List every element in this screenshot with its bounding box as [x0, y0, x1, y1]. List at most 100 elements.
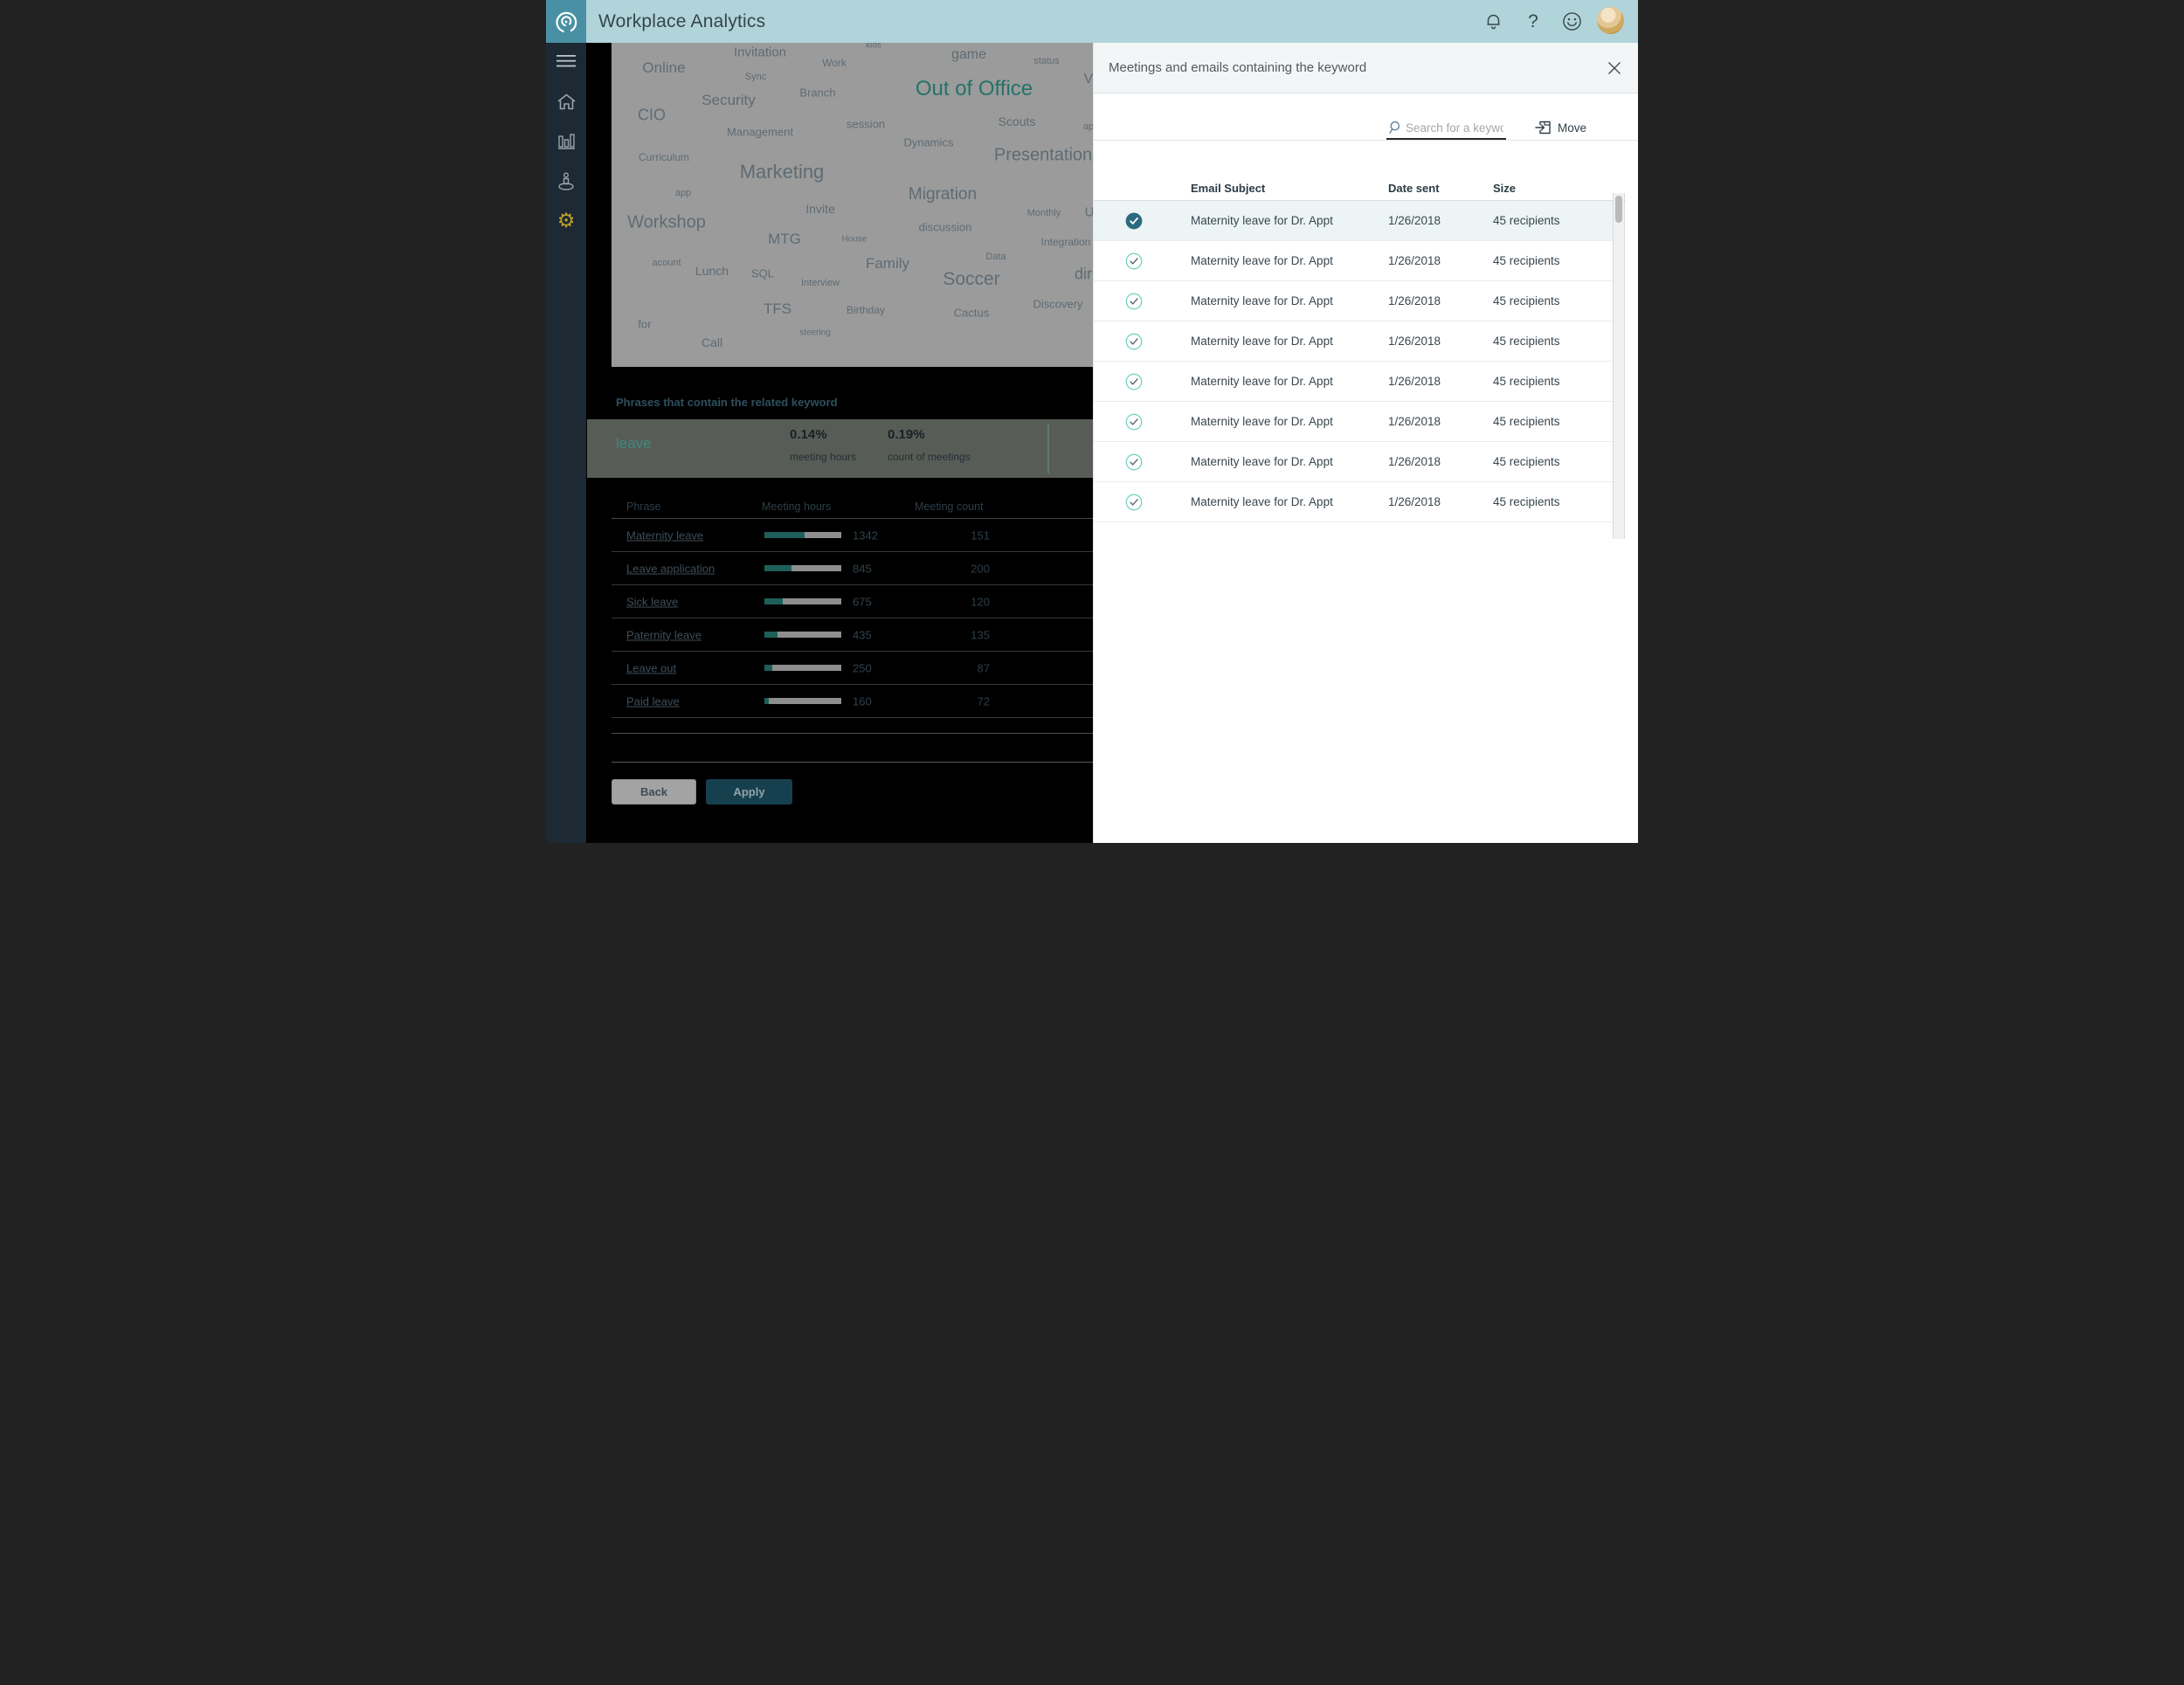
cloud-word: TFS — [763, 300, 792, 317]
date-sent: 1/26/2018 — [1388, 415, 1441, 428]
phrase-link[interactable]: Paid leave — [626, 694, 680, 708]
phrase-link[interactable]: Sick leave — [626, 595, 679, 608]
table-row: Maternity leave 1342 151 — [612, 519, 1093, 552]
cloud-word: Work — [822, 57, 847, 69]
cloud-word: Lunch — [695, 264, 729, 278]
email-row[interactable]: Maternity leave for Dr. Appt 1/26/2018 4… — [1094, 281, 1613, 321]
email-row[interactable]: Maternity leave for Dr. Appt 1/26/2018 4… — [1094, 201, 1613, 241]
table-row: Paternity leave 435 135 — [612, 618, 1093, 652]
cloud-word: Dynamics — [903, 135, 954, 149]
checkmark-icon[interactable] — [1125, 494, 1143, 511]
email-row[interactable]: Maternity leave for Dr. Appt 1/26/2018 4… — [1094, 321, 1613, 362]
cloud-word: Security — [702, 92, 756, 108]
cloud-word: Interview — [800, 278, 840, 288]
column-header-date-sent: Date sent — [1388, 182, 1440, 195]
scrollbar-thumb[interactable] — [1615, 196, 1622, 223]
cloud-word: Cactus — [953, 306, 990, 320]
cloud-word: Management — [727, 125, 793, 139]
cloud-word: CIO — [637, 106, 667, 124]
table-row: Sick leave 675 120 — [612, 585, 1093, 618]
bell-icon[interactable] — [1481, 0, 1505, 43]
cloud-word: app — [674, 188, 692, 198]
sidebar-item-home[interactable] — [546, 86, 586, 116]
cloud-word: Curriculum — [638, 151, 690, 163]
email-row[interactable]: Maternity leave for Dr. Appt 1/26/2018 4… — [1094, 482, 1613, 522]
phrase-link[interactable]: Maternity leave — [626, 528, 704, 542]
cloud-word: Data — [985, 252, 1006, 262]
cloud-word: Family — [865, 255, 910, 272]
search-underline — [1386, 138, 1506, 141]
cloud-word: discussion — [918, 220, 972, 234]
meeting-hours-value: 1342 — [853, 528, 878, 542]
cloud-word: Workshop — [627, 212, 706, 232]
search-input[interactable] — [1406, 118, 1503, 137]
sidebar-item-analytics[interactable] — [546, 126, 586, 155]
email-subject: Maternity leave for Dr. Appt — [1191, 294, 1333, 307]
move-button[interactable]: Move — [1535, 118, 1586, 137]
divider — [612, 762, 1093, 763]
move-label: Move — [1558, 121, 1587, 135]
back-button[interactable]: Back — [612, 779, 696, 805]
page-title: Workplace Analytics — [598, 11, 766, 31]
checkmark-icon[interactable] — [1125, 212, 1143, 230]
checkmark-icon[interactable] — [1125, 413, 1143, 431]
table-row: Paid leave 160 72 — [612, 685, 1093, 718]
size: 45 recipients — [1493, 335, 1560, 348]
meeting-hours-bar — [764, 598, 841, 604]
column-header-email-subject: Email Subject — [1191, 182, 1266, 195]
cloud-word: status — [1033, 56, 1060, 66]
phrase-link[interactable]: Leave out — [626, 661, 677, 674]
phrase-link[interactable]: Leave application — [626, 562, 715, 575]
sidebar-item-settings[interactable]: ⚙ — [546, 206, 586, 236]
menu-icon[interactable] — [546, 46, 586, 76]
checkmark-icon[interactable] — [1125, 373, 1143, 390]
app-logo[interactable] — [546, 0, 586, 43]
size: 45 recipients — [1493, 214, 1560, 227]
move-to-folder-icon — [1535, 121, 1551, 135]
apply-button[interactable]: Apply — [706, 779, 792, 805]
metric-value: 0.14% — [790, 427, 827, 442]
email-row[interactable]: Maternity leave for Dr. Appt 1/26/2018 4… — [1094, 442, 1613, 482]
meeting-hours-value: 845 — [853, 562, 872, 575]
divider — [612, 518, 1093, 519]
column-header-phrase: Phrase — [626, 501, 661, 513]
checkmark-icon[interactable] — [1125, 293, 1143, 310]
panel-title: Meetings and emails containing the keywo… — [1109, 60, 1367, 75]
phrase-link[interactable]: Paternity leave — [626, 628, 702, 641]
avatar[interactable] — [1597, 7, 1624, 34]
cloud-word: dir — [1074, 265, 1093, 283]
meeting-hours-bar — [764, 532, 841, 538]
email-row[interactable]: Maternity leave for Dr. Appt 1/26/2018 4… — [1094, 402, 1613, 442]
date-sent: 1/26/2018 — [1388, 214, 1441, 227]
cloud-word: Birthday — [846, 304, 886, 316]
search-icon — [1389, 121, 1403, 139]
cloud-word: game — [950, 47, 987, 62]
smiley-icon[interactable] — [1559, 0, 1584, 43]
close-icon[interactable] — [1607, 61, 1621, 75]
scrollbar-track[interactable] — [1613, 193, 1625, 539]
cloud-word: Call — [701, 335, 723, 349]
checkmark-icon[interactable] — [1125, 333, 1143, 350]
email-subject: Maternity leave for Dr. Appt — [1191, 455, 1333, 468]
email-row[interactable]: Maternity leave for Dr. Appt 1/26/2018 4… — [1094, 362, 1613, 402]
help-icon[interactable]: ? — [1528, 10, 1538, 31]
top-header: Workplace Analytics ? — [546, 0, 1638, 43]
sidebar: ⚙ — [546, 43, 586, 843]
size: 45 recipients — [1493, 254, 1560, 267]
meeting-hours-value: 435 — [853, 628, 872, 641]
cloud-word: kids — [866, 43, 881, 51]
selected-keyword-row[interactable]: leave 0.14% meeting hours 0.19% count of… — [587, 419, 1093, 478]
settings-gear-icon: ⚙ — [556, 209, 576, 232]
cloud-word: steering — [799, 328, 831, 338]
cloud-word: Migration — [908, 185, 978, 204]
cloud-word: Out of Office — [915, 77, 1033, 100]
column-header-size: Size — [1493, 182, 1517, 195]
sidebar-item-explore[interactable] — [546, 166, 586, 196]
checkmark-icon[interactable] — [1125, 252, 1143, 270]
email-row[interactable]: Maternity leave for Dr. Appt 1/26/2018 4… — [1094, 241, 1613, 281]
date-sent: 1/26/2018 — [1388, 455, 1441, 468]
meeting-count-value: 120 — [971, 595, 990, 608]
checkmark-icon[interactable] — [1125, 453, 1143, 471]
table-row: Leave application 845 200 — [612, 552, 1093, 585]
date-sent: 1/26/2018 — [1388, 294, 1441, 307]
